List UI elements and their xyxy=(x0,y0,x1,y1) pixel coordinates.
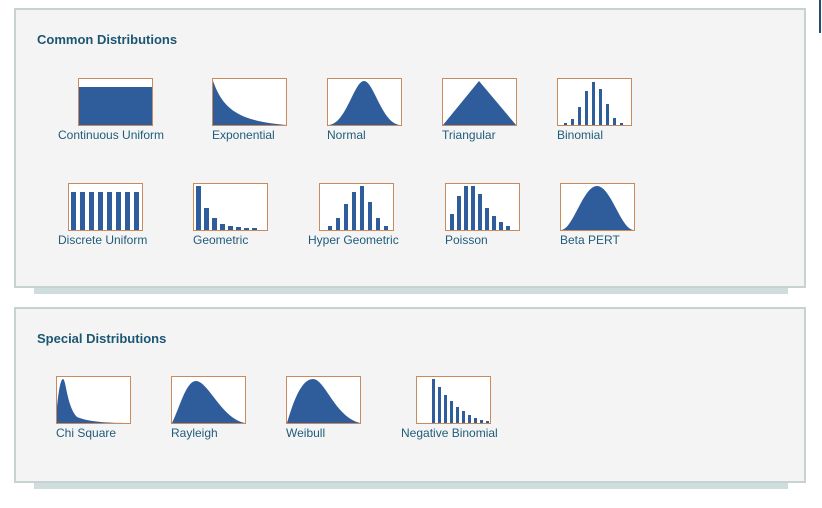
triangular-icon xyxy=(442,78,517,126)
tile-label: Triangular xyxy=(442,128,496,142)
rayleigh-icon xyxy=(171,376,246,424)
tile-label: Rayleigh xyxy=(171,426,218,440)
negative-binomial-icon xyxy=(416,376,491,424)
common-distributions-title: Common Distributions xyxy=(37,32,178,47)
tile-label: Normal xyxy=(327,128,366,142)
common-panel-shadow xyxy=(34,288,788,294)
continuous-uniform-icon xyxy=(78,78,153,126)
binomial-icon xyxy=(557,78,632,126)
beta-pert-icon xyxy=(560,183,635,231)
tile-label: Continuous Uniform xyxy=(58,128,165,142)
tile-label: Beta PERT xyxy=(560,233,620,247)
special-distributions-title: Special Distributions xyxy=(37,331,167,346)
tile-label: Binomial xyxy=(557,128,604,142)
tile-label: Chi Square xyxy=(56,426,117,440)
chi-square-icon xyxy=(56,376,131,424)
special-panel-shadow xyxy=(34,483,788,489)
geometric-icon xyxy=(193,183,268,231)
normal-icon xyxy=(327,78,402,126)
tile-label: Weibull xyxy=(286,426,326,440)
tile-label: Poisson xyxy=(445,233,488,247)
special-distributions-panel: Special Distributions Chi Square Rayleig… xyxy=(14,307,806,483)
window-edge-line xyxy=(819,0,821,33)
tile-label: Hyper Geometric xyxy=(308,233,399,247)
tile-label: Exponential xyxy=(212,128,275,142)
tile-label: Geometric xyxy=(193,233,249,247)
common-distributions-panel: Common Distributions Continuous Uniform … xyxy=(14,8,806,288)
tile-label: Negative Binomial xyxy=(401,426,498,440)
tile-label: Discrete Uniform xyxy=(58,233,148,247)
hyper-geometric-icon xyxy=(319,183,394,231)
poisson-icon xyxy=(445,183,520,231)
discrete-uniform-icon xyxy=(68,183,143,231)
weibull-icon xyxy=(286,376,361,424)
exponential-icon xyxy=(212,78,287,126)
